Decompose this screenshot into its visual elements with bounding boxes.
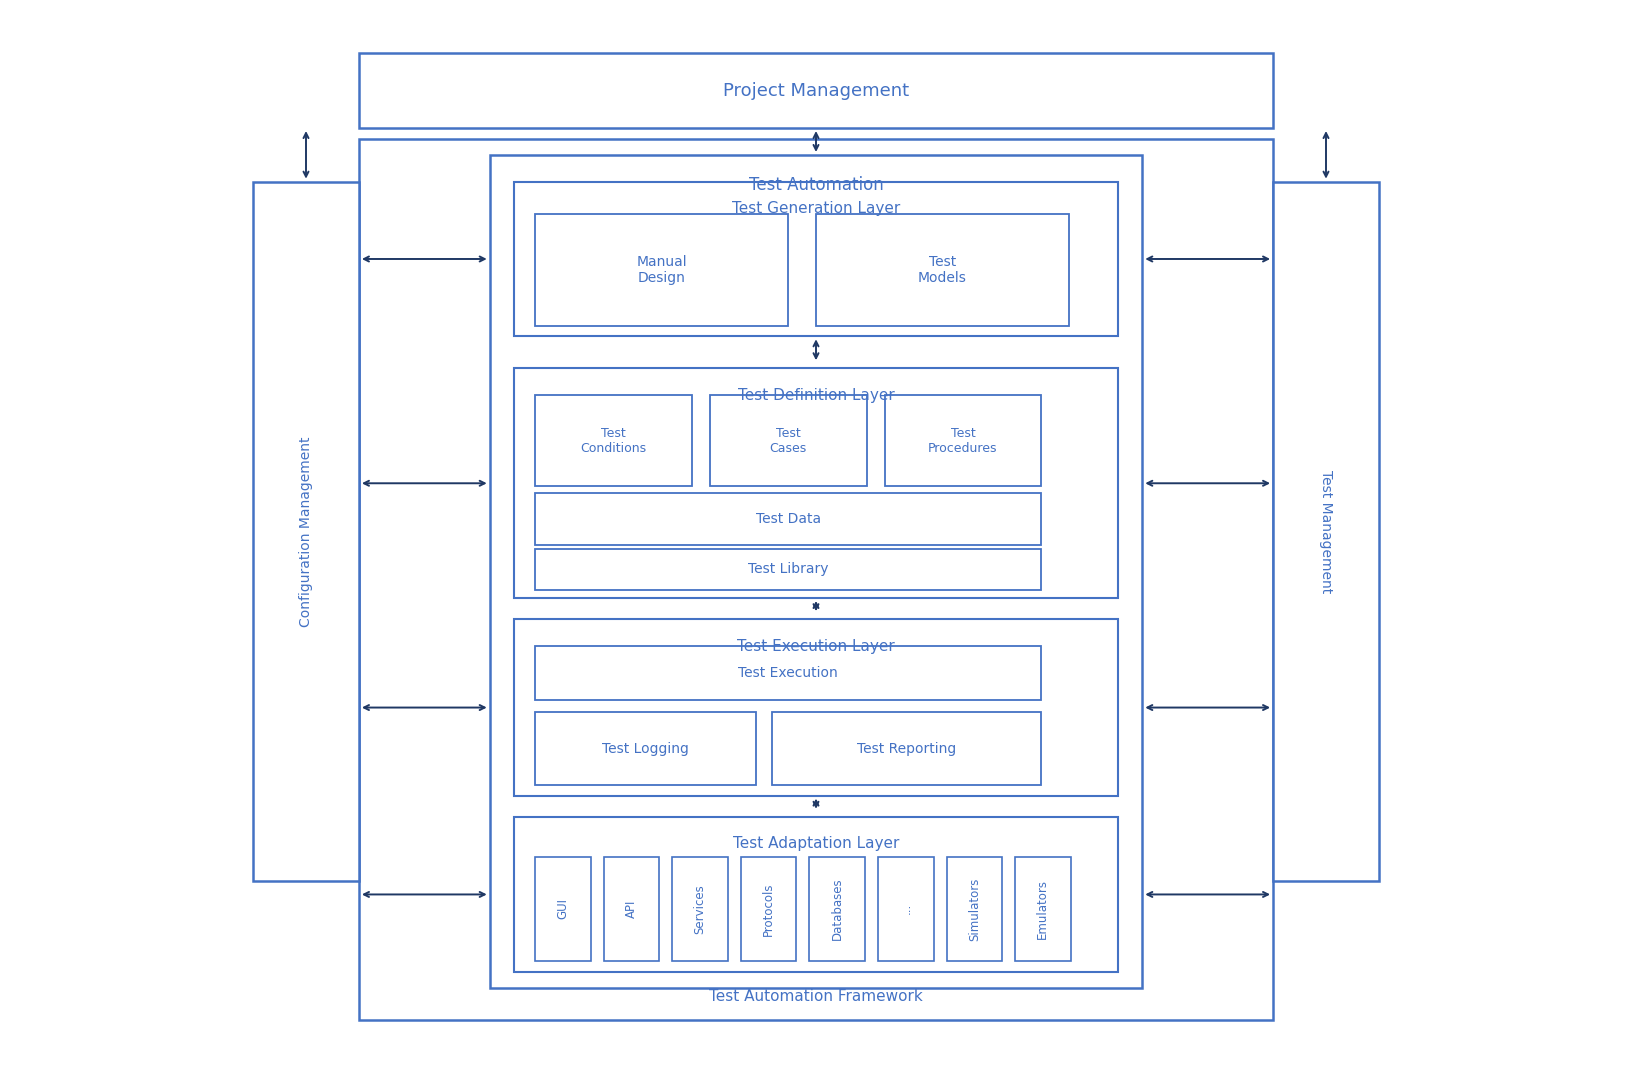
Text: Test Adaptation Layer: Test Adaptation Layer (733, 836, 899, 851)
Text: Test
Procedures: Test Procedures (929, 426, 997, 455)
Bar (1015, 857, 1071, 961)
Text: Test Management: Test Management (1319, 470, 1333, 593)
Text: Test Automation: Test Automation (749, 176, 883, 193)
Text: Test Execution Layer: Test Execution Layer (738, 639, 894, 654)
Text: Project Management: Project Management (723, 82, 909, 99)
Bar (816, 214, 1069, 326)
Text: ...: ... (899, 904, 912, 914)
Text: Services: Services (694, 884, 707, 933)
Text: Test Automation Framework: Test Automation Framework (710, 989, 922, 1004)
Bar (672, 857, 728, 961)
Bar (490, 155, 1142, 988)
Text: Databases: Databases (831, 878, 844, 940)
Bar (1273, 182, 1379, 881)
Bar (741, 857, 796, 961)
Text: Test
Conditions: Test Conditions (581, 426, 646, 455)
Bar (514, 817, 1118, 972)
Bar (809, 857, 865, 961)
Bar (514, 182, 1118, 336)
Text: Test Execution: Test Execution (738, 665, 839, 680)
Text: Test
Cases: Test Cases (770, 426, 806, 455)
Bar (514, 368, 1118, 598)
Text: Test Definition Layer: Test Definition Layer (738, 388, 894, 403)
Bar (947, 857, 1002, 961)
Text: Test Generation Layer: Test Generation Layer (731, 201, 901, 216)
Bar (535, 857, 591, 961)
Text: Test Reporting: Test Reporting (857, 741, 956, 756)
Bar (772, 712, 1041, 785)
Bar (535, 549, 1041, 590)
Bar (359, 139, 1273, 1020)
Bar (710, 395, 867, 486)
Text: Protocols: Protocols (762, 882, 775, 936)
Bar (885, 395, 1041, 486)
Bar (878, 857, 934, 961)
Bar (514, 619, 1118, 796)
Text: Simulators: Simulators (968, 877, 981, 941)
Text: Manual
Design: Manual Design (636, 254, 687, 285)
Text: GUI: GUI (557, 898, 570, 920)
Bar (604, 857, 659, 961)
Bar (535, 493, 1041, 545)
Bar (535, 646, 1041, 700)
Text: API: API (625, 899, 638, 918)
Bar (253, 182, 359, 881)
Bar (535, 712, 756, 785)
Text: Emulators: Emulators (1036, 879, 1049, 939)
Bar (535, 214, 788, 326)
Bar (359, 53, 1273, 128)
Text: Test Logging: Test Logging (602, 741, 689, 756)
Bar (535, 395, 692, 486)
Text: Test Data: Test Data (756, 512, 821, 527)
Text: Test
Models: Test Models (919, 254, 966, 285)
Text: Configuration Management: Configuration Management (299, 436, 313, 627)
Text: Test Library: Test Library (747, 562, 829, 577)
